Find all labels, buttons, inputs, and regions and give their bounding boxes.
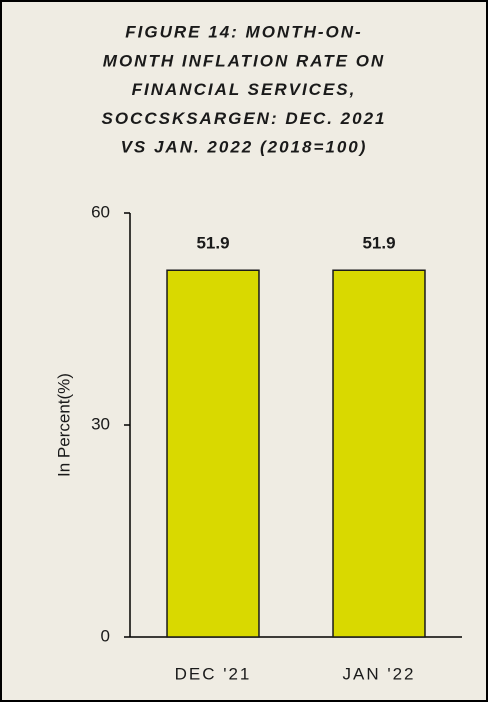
data-label: 51.9 bbox=[196, 234, 229, 253]
y-tick-label: 0 bbox=[101, 626, 110, 645]
bar bbox=[332, 269, 426, 638]
chart-title: VS JAN. 2022 (2018=100) bbox=[121, 138, 368, 157]
chart-title: FINANCIAL SERVICES, bbox=[132, 80, 357, 99]
y-axis-label: In Percent(%) bbox=[54, 373, 73, 477]
y-tick-label: 30 bbox=[91, 414, 110, 433]
chart-title: FIGURE 14: MONTH-ON- bbox=[125, 22, 362, 41]
bar bbox=[166, 269, 260, 638]
chart-title: SOCCSKSARGEN: DEC. 2021 bbox=[101, 109, 386, 128]
chart-title: MONTH INFLATION RATE ON bbox=[103, 51, 385, 70]
x-tick-label: DEC '21 bbox=[175, 664, 252, 683]
y-tick-label: 60 bbox=[91, 202, 110, 221]
x-tick-label: JAN '22 bbox=[343, 664, 416, 683]
data-label: 51.9 bbox=[362, 234, 395, 253]
